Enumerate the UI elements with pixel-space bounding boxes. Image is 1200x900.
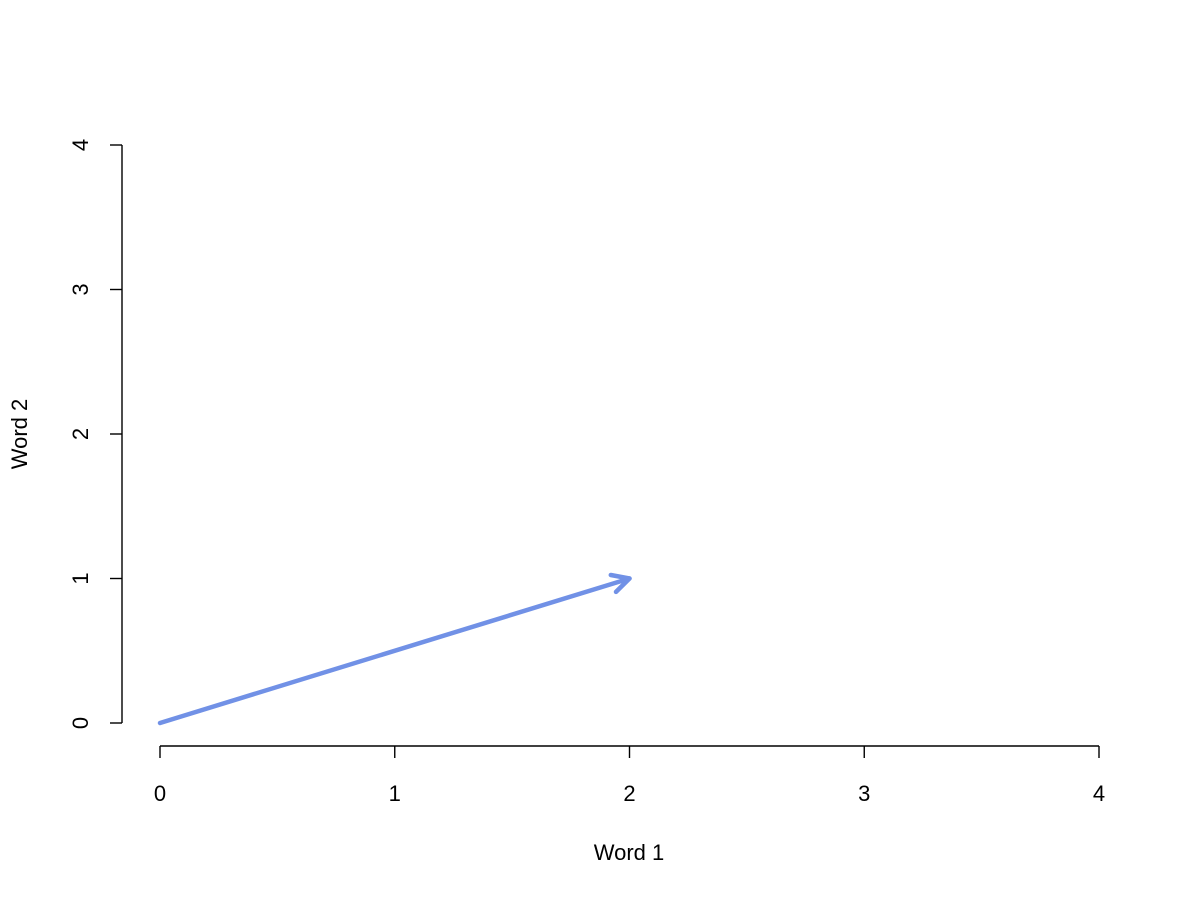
- plot-marks: [157, 572, 632, 726]
- y-axis: 0 1 2 3 4: [68, 139, 123, 729]
- y-tick-label: 2: [68, 428, 93, 440]
- x-tick-label: 4: [1093, 781, 1105, 806]
- y-tick-label: 0: [68, 717, 93, 729]
- y-tick-label: 3: [68, 283, 93, 295]
- x-tick-label: 1: [389, 781, 401, 806]
- x-tick-label: 0: [154, 781, 166, 806]
- y-tick-label: 4: [68, 139, 93, 151]
- y-tick-label: 1: [68, 572, 93, 584]
- x-axis: 0 1 2 3 4: [154, 745, 1105, 806]
- vector-arrow-shaft: [157, 576, 632, 726]
- vector-arrow-head: [608, 572, 632, 595]
- x-tick-label: 2: [623, 781, 635, 806]
- x-tick-label: 3: [858, 781, 870, 806]
- x-axis-title: Word 1: [594, 840, 665, 865]
- y-axis-title: Word 2: [7, 399, 32, 470]
